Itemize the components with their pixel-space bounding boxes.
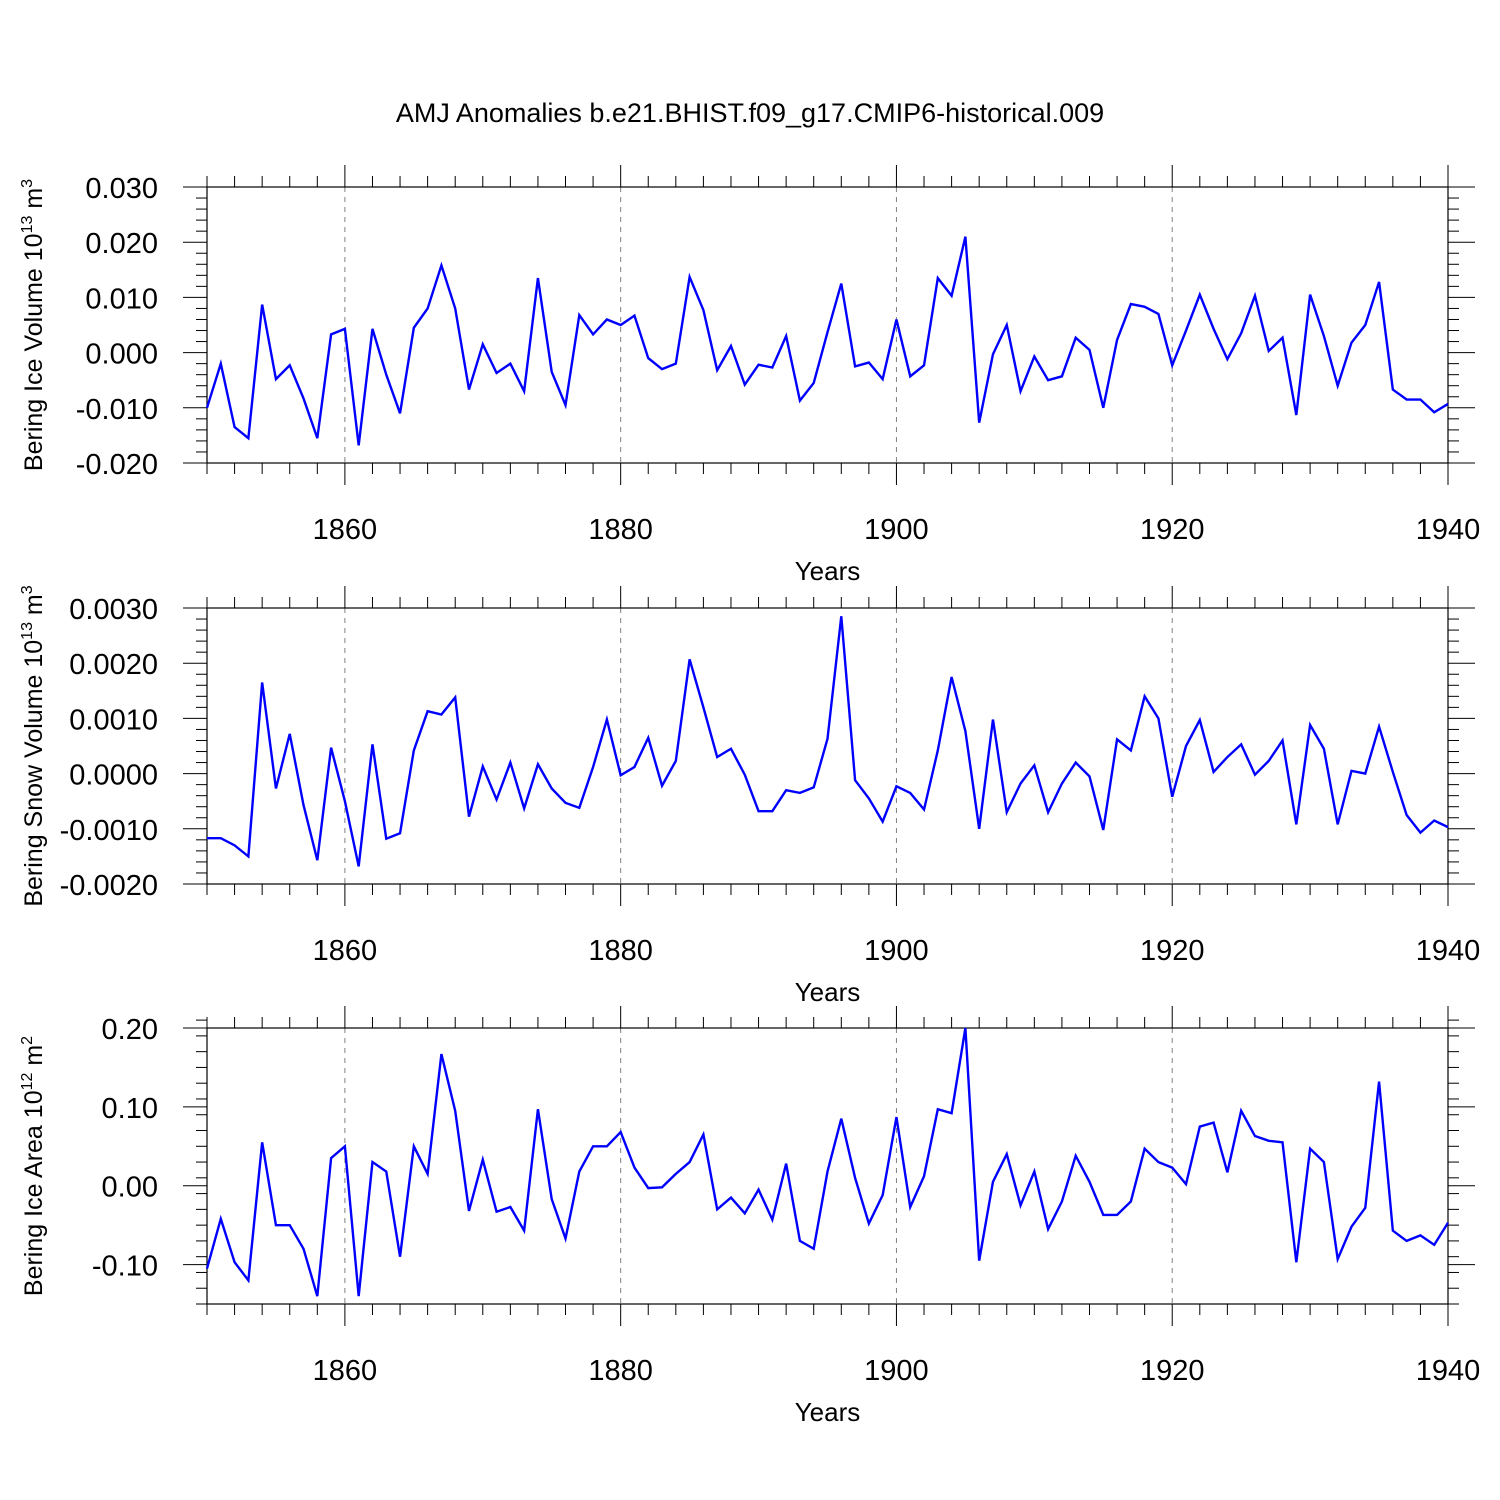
chart-panel-3: -0.10 0.00 0.10 0.20 1860 1880 1900 1920 1940 Yea… (19, 1006, 1480, 1427)
y-tick-label: 0.010 (85, 283, 158, 315)
x-tick-label: 1880 (588, 1355, 653, 1387)
x-tick-label: 1900 (864, 935, 929, 967)
series-line-bering-snow-volume (207, 616, 1449, 867)
x-tick-label: 1860 (313, 1355, 378, 1387)
chart-panel-1: -0.020 -0.010 0.000 0.010 0.020 0.030 1860 1880… (19, 165, 1480, 586)
chart-title: AMJ Anomalies b.e21.BHIST.f09_g17.CMIP6-… (396, 98, 1104, 128)
y-tick-label: -0.0020 (60, 870, 158, 902)
y-tick-label: 0.0020 (69, 649, 158, 681)
x-tick-label: 1880 (588, 935, 653, 967)
x-axis-label: Years (795, 1397, 861, 1427)
y-tick-label: 0.0030 (69, 594, 158, 626)
y-axis-label-superscript: 2 (19, 1036, 36, 1045)
series-line-bering-ice-area (205, 1027, 1450, 1297)
y-tick-label: 0.0000 (69, 760, 158, 792)
y-axis-label-superscript: 3 (19, 585, 36, 594)
y-tick-label: 0.10 (102, 1093, 158, 1125)
plot-frame (206, 1027, 1449, 1305)
x-axis-label: Years (795, 556, 861, 586)
y-axis-label-superscript: 12 (19, 1072, 36, 1090)
x-tick-label: 1860 (313, 935, 378, 967)
x-tick-label: 1920 (1140, 1355, 1205, 1387)
x-tick-label: 1940 (1416, 1355, 1481, 1387)
chart-panel-2: -0.0020 -0.0010 0.0000 0.0010 0.0020 0.0030 18… (19, 585, 1480, 1007)
x-tick-label: 1900 (864, 1355, 929, 1387)
plot-frame (206, 607, 1449, 885)
y-axis-label-text: Bering Snow Volume 10 (20, 640, 48, 907)
plot-frame (206, 186, 1449, 464)
y-tick-label: -0.020 (76, 449, 158, 481)
x-tick-label: 1900 (864, 514, 929, 546)
x-tick-label: 1920 (1140, 935, 1205, 967)
x-tick-label: 1940 (1416, 514, 1481, 546)
y-axis-label-text: Bering Ice Volume 10 (20, 233, 48, 471)
y-axis-label-superscript: 13 (19, 622, 36, 640)
series-line-bering-ice-volume (205, 236, 1449, 446)
y-axis-label-text: m (20, 188, 48, 216)
y-tick-label: -0.10 (92, 1251, 158, 1283)
x-tick-label: 1940 (1416, 935, 1481, 967)
y-axis-label: Bering Snow Volume 1013 m3 (19, 585, 48, 906)
y-tick-label: 0.00 (102, 1172, 158, 1204)
y-tick-label: 0.000 (85, 339, 158, 371)
x-axis-label: Years (795, 977, 861, 1007)
y-tick-label: 0.20 (102, 1014, 158, 1046)
y-axis-label-superscript: 13 (19, 216, 36, 234)
x-tick-label: 1920 (1140, 514, 1205, 546)
y-axis-label-text: m (20, 594, 48, 622)
y-axis-label: Bering Ice Area 1012 m2 (19, 1036, 48, 1296)
y-axis-label-text: m (20, 1045, 48, 1073)
y-axis-label-superscript: 3 (19, 179, 36, 188)
y-axis-label-text: Bering Ice Area 10 (20, 1090, 48, 1296)
y-tick-label: 0.030 (85, 173, 158, 205)
x-tick-label: 1860 (313, 514, 378, 546)
y-tick-label: -0.0010 (60, 815, 158, 847)
y-tick-label: 0.020 (85, 228, 158, 260)
y-axis-label: Bering Ice Volume 1013 m3 (19, 179, 48, 471)
y-tick-label: -0.010 (76, 394, 158, 426)
x-tick-label: 1880 (588, 514, 653, 546)
y-tick-label: 0.0010 (69, 704, 158, 736)
